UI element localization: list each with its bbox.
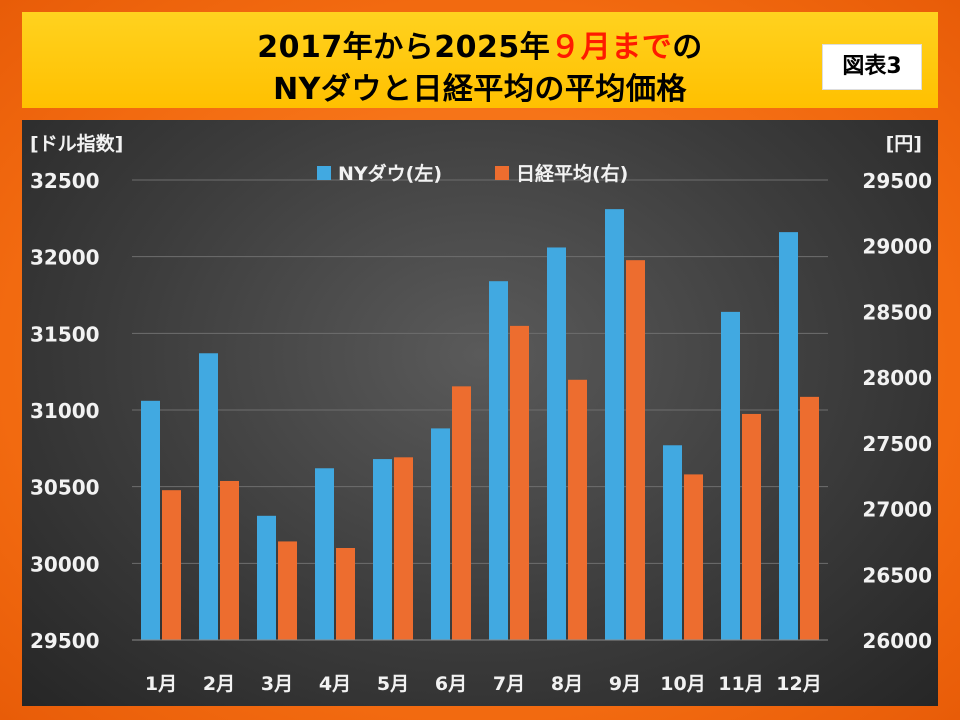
chart-title-line-2: NYダウと日経平均の平均価格 bbox=[273, 72, 687, 107]
bar-nydow bbox=[141, 400, 160, 640]
bar-nikkei bbox=[278, 541, 297, 640]
legend-label-nikkei: 日経平均(右) bbox=[516, 162, 628, 185]
chart-title-line-1: 2017年から2025年９月までの bbox=[22, 22, 938, 66]
x-axis-tick-label: 11月 bbox=[718, 673, 763, 695]
left-axis-tick-label: 32500 bbox=[30, 169, 100, 193]
bar-chart: 29500 30000 30500 31000 31500 32000 32500 26000… bbox=[30, 132, 932, 695]
bar-nikkei bbox=[452, 386, 471, 640]
bar-nydow bbox=[605, 209, 624, 640]
legend-swatch-nydow bbox=[317, 166, 331, 180]
x-axis-tick-label: 7月 bbox=[493, 673, 525, 695]
left-axis-tick-label: 29500 bbox=[30, 629, 100, 653]
bar-nikkei bbox=[800, 396, 819, 640]
left-axis-tick-label: 32000 bbox=[30, 246, 100, 270]
x-axis-tick-label: 8月 bbox=[551, 673, 583, 695]
left-axis-tick-label: 31500 bbox=[30, 322, 100, 346]
title-banner: 2017年から2025年９月までの NYダウと日経平均の平均価格 図表3 bbox=[22, 12, 938, 108]
chart-panel: 29500 30000 30500 31000 31500 32000 32500 26000… bbox=[22, 120, 938, 706]
title-part-b: の bbox=[672, 30, 703, 65]
bar-nydow bbox=[721, 311, 740, 640]
x-axis-tick-label: 3月 bbox=[261, 673, 293, 695]
x-axis-tick-label: 12月 bbox=[776, 673, 821, 695]
right-axis-tick-label: 27000 bbox=[862, 498, 932, 522]
right-axis-tick-label: 28000 bbox=[862, 366, 932, 390]
left-axis-label: [ドル指数] bbox=[30, 132, 123, 155]
x-axis-tick-label: 4月 bbox=[319, 673, 351, 695]
bar-nikkei bbox=[394, 457, 413, 640]
bar-nikkei bbox=[684, 474, 703, 640]
legend-label-nydow: NYダウ(左) bbox=[338, 162, 442, 185]
title-part-a: 2017年から2025年 bbox=[257, 30, 551, 65]
right-axis-tick-label: 28500 bbox=[862, 300, 932, 324]
title-part-highlight: ９月まで bbox=[550, 30, 673, 65]
right-axis-tick-label: 29000 bbox=[862, 235, 932, 259]
x-axis-tick-label: 1月 bbox=[145, 673, 177, 695]
bar-nikkei bbox=[626, 260, 645, 640]
bar-nydow bbox=[547, 247, 566, 640]
bar-nydow bbox=[199, 353, 218, 640]
left-axis-tick-label: 30500 bbox=[30, 476, 100, 500]
bar-nydow bbox=[373, 459, 392, 640]
right-axis-tick-label: 26500 bbox=[862, 563, 932, 587]
bar-nydow bbox=[257, 515, 276, 640]
x-axis-tick-label: 6月 bbox=[435, 673, 467, 695]
bar-nikkei bbox=[568, 379, 587, 640]
x-axis-tick-label: 10月 bbox=[660, 673, 705, 695]
right-axis-tick-label: 27500 bbox=[862, 432, 932, 456]
bar-nikkei bbox=[220, 480, 239, 640]
figure-label: 図表3 bbox=[822, 44, 922, 90]
bar-nikkei bbox=[742, 413, 761, 640]
bar-nikkei bbox=[336, 548, 355, 640]
right-axis-label: [円] bbox=[886, 133, 922, 155]
bar-nikkei bbox=[510, 325, 529, 640]
right-axis-tick-label: 26000 bbox=[862, 629, 932, 653]
left-axis-tick-label: 31000 bbox=[30, 399, 100, 423]
right-axis-tick-label: 29500 bbox=[862, 169, 932, 193]
legend-swatch-nikkei bbox=[495, 166, 509, 180]
bar-nydow bbox=[431, 428, 450, 640]
x-axis-tick-label: 9月 bbox=[609, 673, 641, 695]
left-axis-tick-label: 30000 bbox=[30, 552, 100, 576]
bar-nydow bbox=[489, 281, 508, 640]
bar-nydow bbox=[663, 445, 682, 640]
bar-nydow bbox=[315, 468, 334, 640]
bar-nydow bbox=[779, 232, 798, 640]
x-axis-tick-label: 5月 bbox=[377, 673, 409, 695]
x-axis-tick-label: 2月 bbox=[203, 673, 235, 695]
bar-nikkei bbox=[162, 490, 181, 640]
